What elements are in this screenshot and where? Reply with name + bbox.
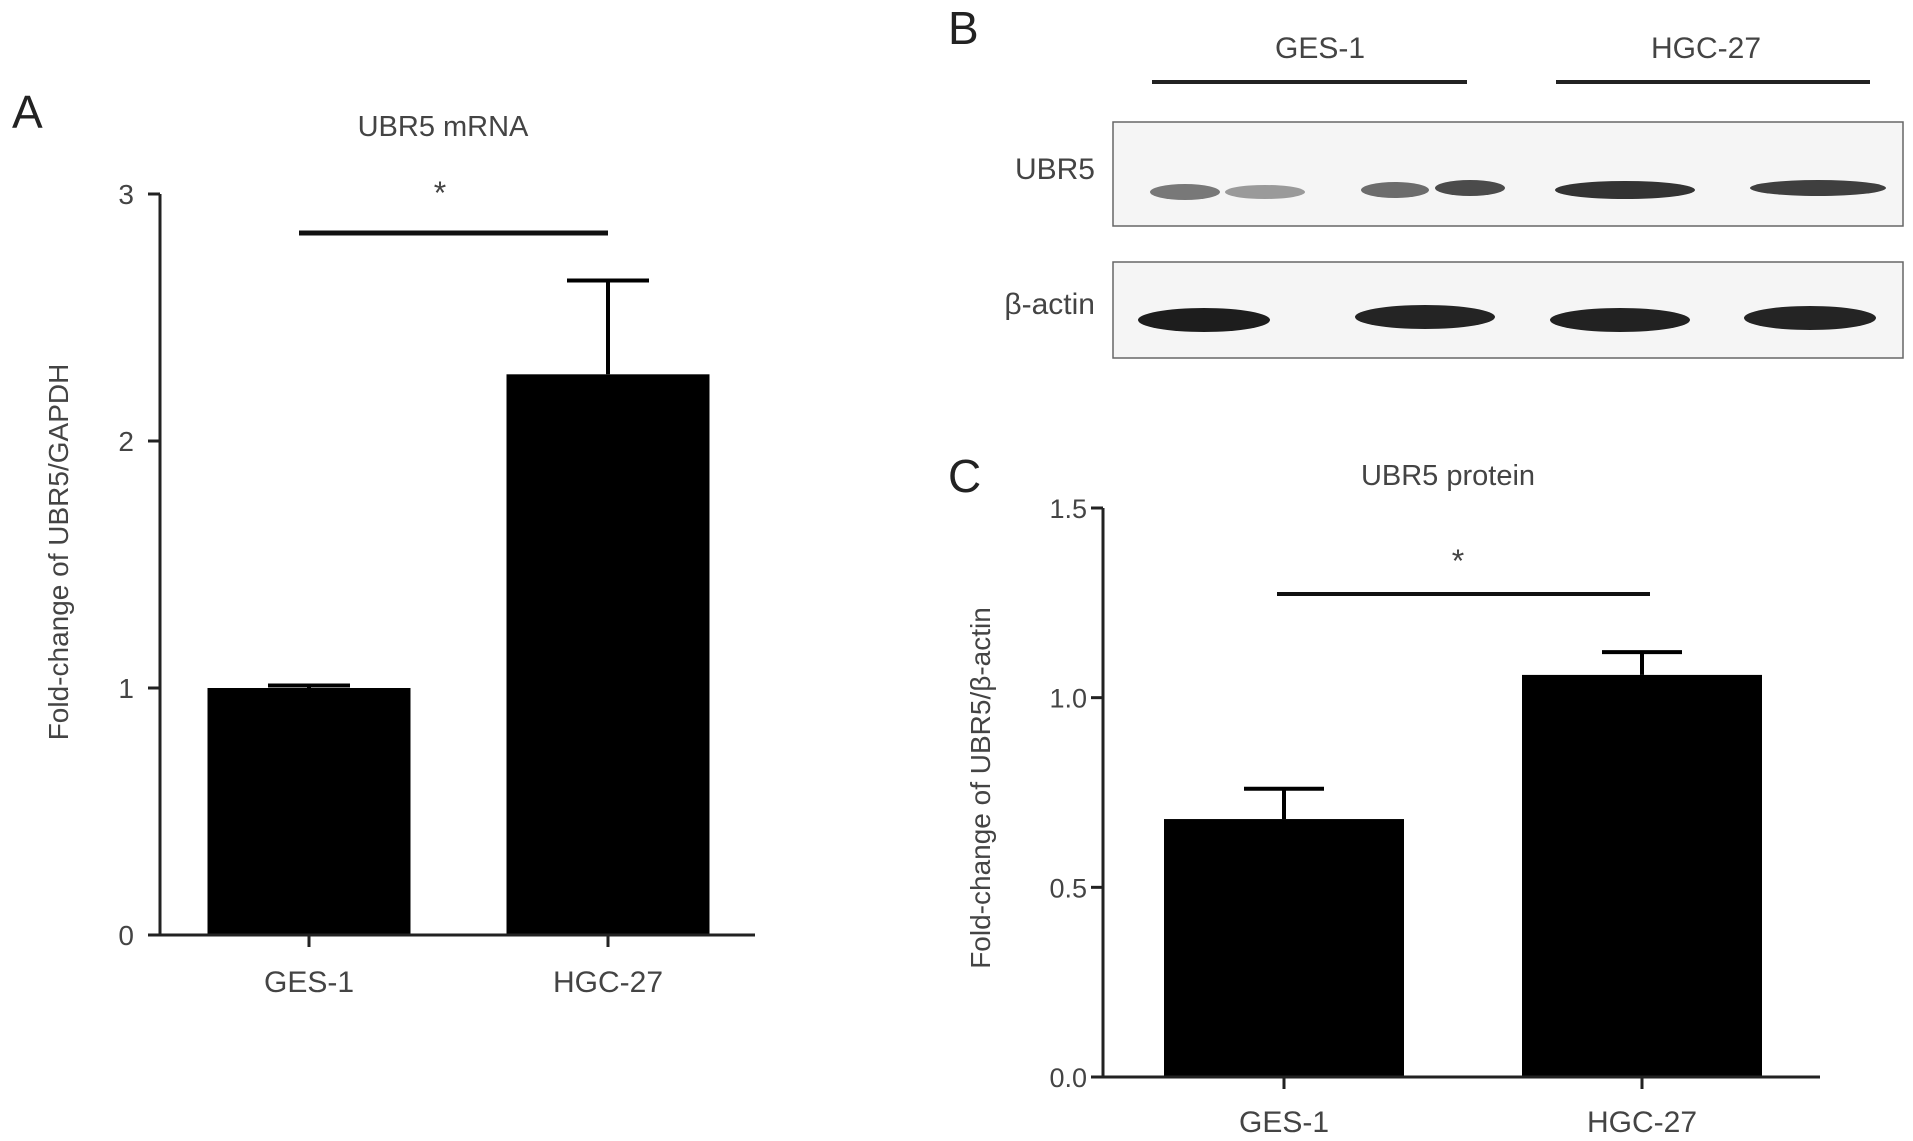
western-blot: GES-1 HGC-27 UBR5 β-actin	[1004, 32, 1904, 359]
chart-c-y-tick-label: 1.0	[1049, 684, 1087, 714]
chart-a-significance-star: *	[434, 175, 446, 211]
chart-c-y-ticks: 0.0 0.5 1.0 1.5	[1049, 494, 1103, 1093]
chart-a-y-tick-label: 1	[118, 673, 134, 704]
chart-c-bars	[1164, 650, 1762, 1077]
chart-a-bar	[207, 688, 411, 935]
chart-c-y-tick-label: 0.5	[1049, 873, 1087, 903]
chart-a-y-tick-label: 0	[118, 920, 134, 951]
blot-band-ubr5	[1150, 184, 1220, 200]
blot-band-ubr5	[1555, 181, 1695, 199]
panel-letter-c: C	[948, 450, 981, 502]
panel-letter-b: B	[948, 2, 979, 54]
chart-a-mrna: UBR5 mRNA Fold-change of UBR5/GAPDH 0 1 2 3…	[43, 111, 755, 999]
chart-c-y-tick-label: 0.0	[1049, 1063, 1087, 1093]
chart-a-title: UBR5 mRNA	[358, 111, 529, 143]
chart-c-title: UBR5 protein	[1361, 460, 1535, 492]
chart-a-x-tick-labels: GES-1 HGC-27	[264, 935, 663, 999]
chart-a-y-tick-label: 2	[118, 426, 134, 457]
chart-c-bar	[1522, 674, 1762, 1077]
chart-a-ylabel: Fold-change of UBR5/GAPDH	[43, 364, 74, 741]
chart-c-x-tick-label: HGC-27	[1587, 1106, 1697, 1139]
chart-c-significance-star: *	[1452, 543, 1464, 579]
blot-band-ubr5	[1750, 180, 1886, 196]
chart-c-bar	[1164, 819, 1404, 1077]
blot-band-ubr5	[1435, 180, 1505, 196]
blot-row-label-ubr5: UBR5	[1015, 153, 1095, 186]
blot-band-beta-actin	[1355, 305, 1495, 329]
blot-membrane-ubr5	[1112, 121, 1904, 227]
chart-a-x-tick-label: GES-1	[264, 966, 354, 999]
blot-group-label-hgc27: HGC-27	[1651, 32, 1761, 65]
blot-band-beta-actin	[1550, 308, 1690, 332]
chart-c-ylabel: Fold-change of UBR5/β-actin	[965, 607, 996, 969]
blot-group-label-ges1: GES-1	[1275, 32, 1365, 65]
chart-a-bars	[207, 278, 710, 935]
chart-a-y-tick-label: 3	[118, 179, 134, 210]
blot-band-beta-actin	[1138, 308, 1270, 332]
blot-band-ubr5	[1361, 182, 1429, 198]
chart-a-x-tick-label: HGC-27	[553, 966, 663, 999]
blot-band-beta-actin	[1744, 306, 1876, 330]
chart-a-bar	[506, 374, 710, 935]
chart-a-y-ticks: 0 1 2 3	[118, 179, 160, 951]
chart-c-y-tick-label: 1.5	[1049, 494, 1087, 524]
blot-row-label-beta-actin: β-actin	[1004, 288, 1095, 321]
blot-band-ubr5	[1225, 185, 1305, 199]
panel-letter-a: A	[12, 86, 43, 138]
chart-c-x-tick-labels: GES-1 HGC-27	[1239, 1077, 1697, 1139]
chart-c-x-tick-label: GES-1	[1239, 1106, 1329, 1139]
chart-c-protein: UBR5 protein Fold-change of UBR5/β-actin…	[965, 460, 1820, 1139]
